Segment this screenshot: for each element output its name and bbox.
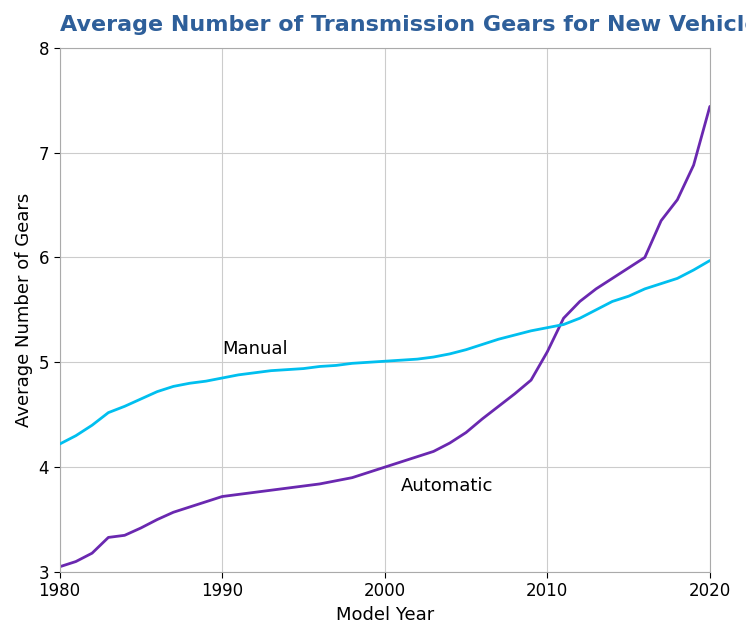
- X-axis label: Model Year: Model Year: [336, 606, 434, 624]
- Text: Manual: Manual: [222, 340, 288, 358]
- Y-axis label: Average Number of Gears: Average Number of Gears: [15, 193, 33, 427]
- Text: Average Number of Transmission Gears for New Vehicles: Average Number of Transmission Gears for…: [60, 15, 746, 35]
- Text: Automatic: Automatic: [401, 477, 493, 495]
